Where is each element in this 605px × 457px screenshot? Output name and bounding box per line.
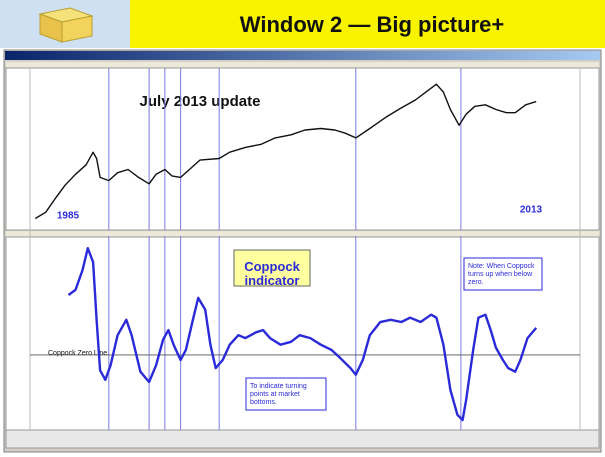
series-line xyxy=(67,247,538,422)
price-pane xyxy=(5,67,600,231)
note-text: Note: When Coppock turns up when below zer… xyxy=(468,263,535,286)
end-year-label: 2013 xyxy=(520,205,543,216)
date-axis-strip xyxy=(5,429,600,449)
zero-line-label: Coppock Zero Line xyxy=(48,350,107,357)
note-text: To indicate turning points at market botto… xyxy=(250,383,307,406)
header-band xyxy=(130,0,605,48)
pane-header xyxy=(6,62,599,68)
update-label: July 2013 update xyxy=(140,93,261,110)
note-box xyxy=(463,257,543,291)
box-icon xyxy=(38,7,94,43)
indicator-label-box xyxy=(233,249,311,287)
note-box xyxy=(245,377,327,411)
start-year-label: 1985 xyxy=(57,211,80,222)
pane-header xyxy=(6,231,599,237)
slide-title: Window 2 — Big picture+ xyxy=(240,12,504,37)
window-title-bar xyxy=(5,51,600,60)
series-line xyxy=(34,83,537,220)
indicator-label: Coppock indicator xyxy=(244,259,300,288)
